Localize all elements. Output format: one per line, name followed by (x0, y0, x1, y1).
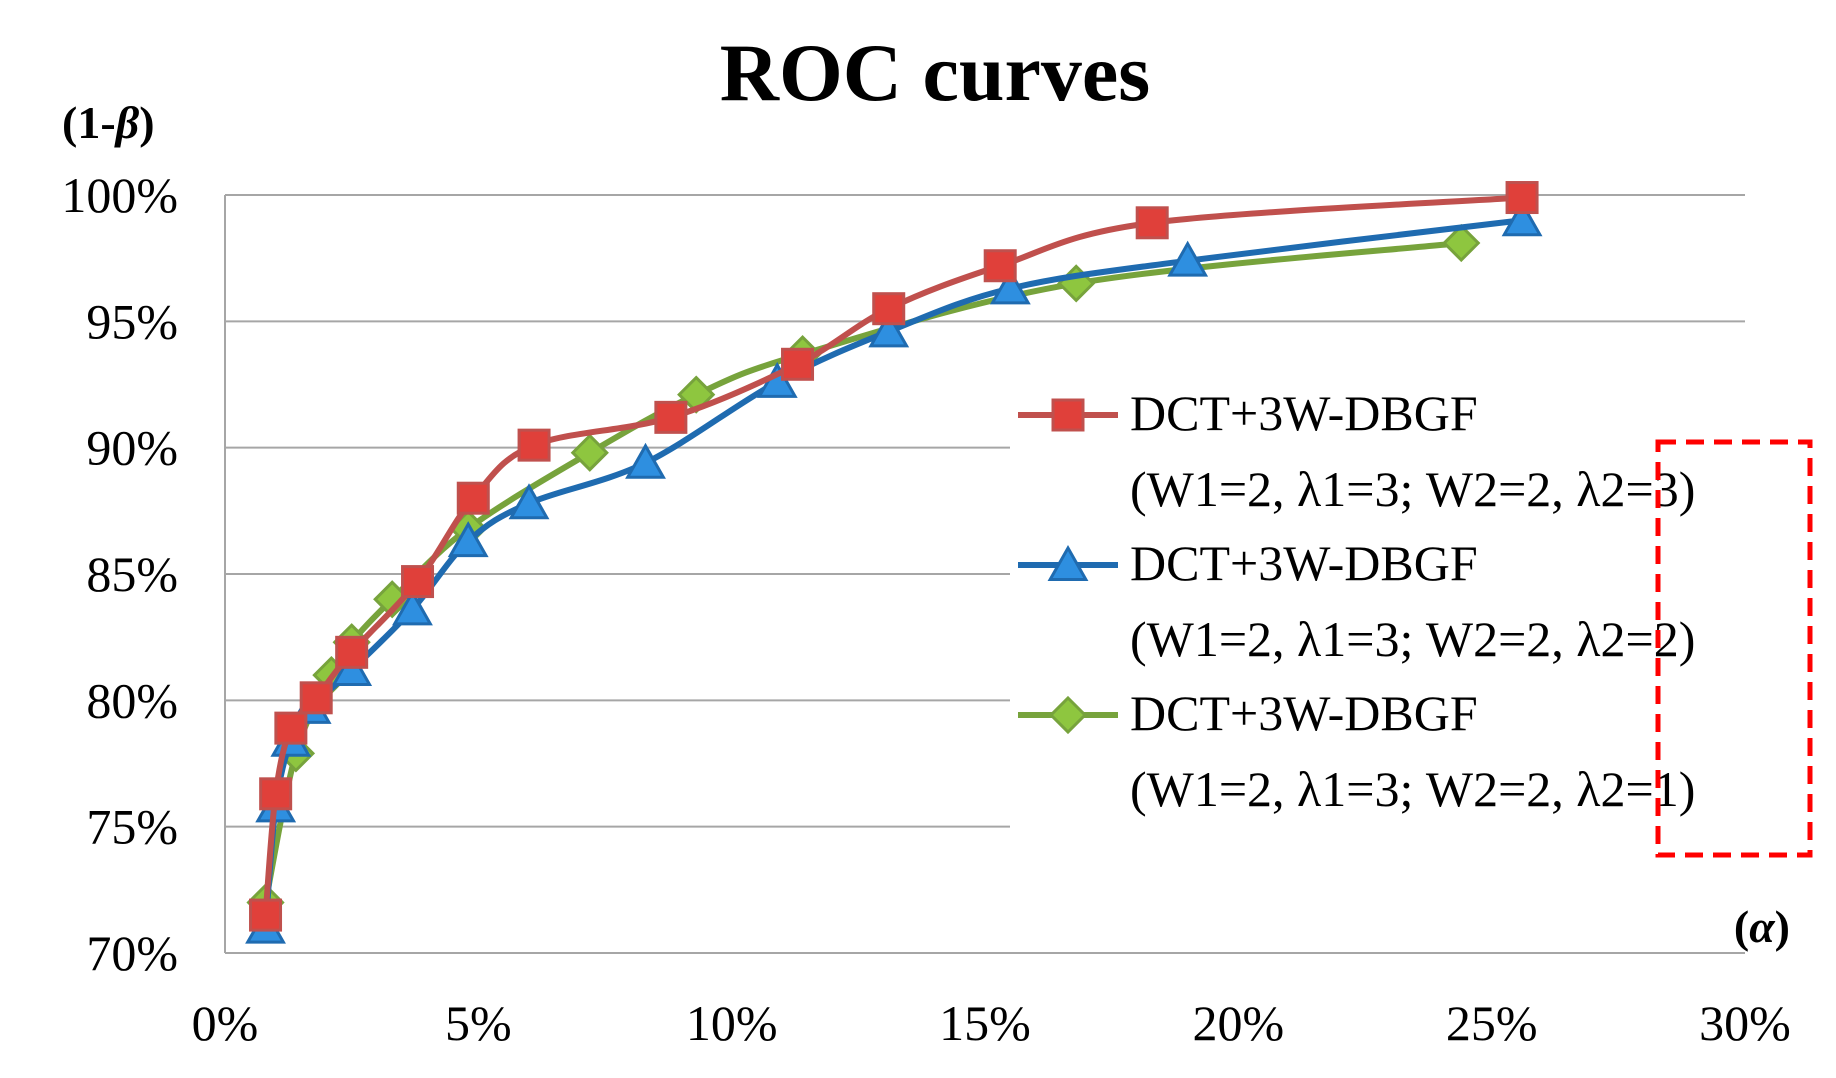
data-point (401, 565, 435, 599)
data-point (1442, 223, 1481, 263)
y-tick-label: 100% (61, 167, 178, 223)
y-axis-label: (1-β) (62, 97, 155, 148)
legend-backdrop (1010, 532, 1810, 684)
y-tick-label: 95% (86, 293, 178, 349)
legend-backdrop (1010, 682, 1810, 834)
legend-params: (W1=2, λ1=3; W2=2, λ2=2) (1130, 611, 1695, 667)
y-tick-label: 70% (86, 925, 178, 981)
x-tick-label: 25% (1446, 995, 1538, 1051)
data-point (1505, 181, 1539, 215)
data-point (392, 589, 433, 626)
chart-title: ROC curves (720, 27, 1150, 118)
legend-backdrop (1010, 382, 1810, 534)
y-tick-label: 75% (86, 799, 178, 855)
x-axis-label-symbol: α (1749, 901, 1776, 952)
legend-label: DCT+3W-DBGF (1130, 685, 1478, 741)
data-point (1501, 200, 1543, 237)
legend-item: DCT+3W-DBGF (W1=2, λ1=3; W2=2, λ2=1) (1010, 682, 1810, 834)
data-point (249, 898, 283, 932)
legend-marker (1051, 398, 1085, 432)
legend-marker (1048, 695, 1088, 735)
x-axis-label-prefix: ( (1734, 901, 1749, 952)
data-point (1167, 240, 1209, 277)
y-axis-label-symbol: β (114, 97, 140, 148)
x-tick-label: 20% (1193, 995, 1285, 1051)
data-point (517, 428, 551, 462)
y-tick-label: 80% (86, 672, 178, 728)
data-point (654, 400, 688, 434)
grid-lines (224, 194, 1745, 954)
data-point (1135, 206, 1169, 240)
data-point (335, 635, 369, 669)
data-point (274, 711, 308, 745)
legend-label: DCT+3W-DBGF (1130, 385, 1478, 441)
data-point (299, 681, 333, 715)
series-layer (245, 181, 1543, 944)
data-point (872, 292, 906, 326)
data-point (447, 521, 489, 558)
axis-ticks: 70% 75% 80% 85% 90% 95% 100% 0% 5% 10% 15% 20% 25% 30… (61, 167, 1790, 1051)
legend-item: DCT+3W-DBGF (W1=2, λ1=3; W2=2, λ2=3) (1010, 382, 1810, 534)
legend: DCT+3W-DBGF(W1=2, λ1=3; W2=2, λ2=3)DCT+3… (1010, 382, 1810, 834)
data-point (456, 481, 490, 515)
y-tick-label: 85% (86, 546, 178, 602)
data-point (508, 483, 550, 520)
y-tick-label: 90% (86, 420, 178, 476)
legend-params: (W1=2, λ1=3; W2=2, λ2=3) (1130, 461, 1695, 517)
data-point (983, 249, 1017, 283)
data-point (259, 777, 293, 811)
data-point (989, 268, 1031, 305)
data-point (781, 347, 815, 381)
series-square (249, 181, 1539, 932)
data-point (868, 311, 910, 348)
y-axis-label-prefix: (1- (62, 97, 116, 148)
legend-label: DCT+3W-DBGF (1130, 535, 1478, 591)
x-tick-label: 0% (192, 995, 259, 1051)
data-point (625, 442, 666, 479)
x-tick-label: 5% (445, 995, 512, 1051)
x-tick-label: 30% (1699, 995, 1791, 1051)
x-tick-label: 10% (686, 995, 778, 1051)
legend-marker (1047, 544, 1089, 581)
x-tick-label: 15% (939, 995, 1031, 1051)
x-axis-label-suffix: ) (1775, 901, 1790, 952)
y-axis-label-suffix: ) (139, 97, 154, 148)
x-axis-label: (α) (1734, 901, 1790, 952)
data-point (570, 433, 609, 472)
legend-params: (W1=2, λ1=3; W2=2, λ2=1) (1130, 761, 1695, 817)
legend-item: DCT+3W-DBGF (W1=2, λ1=3; W2=2, λ2=2) (1010, 532, 1810, 684)
